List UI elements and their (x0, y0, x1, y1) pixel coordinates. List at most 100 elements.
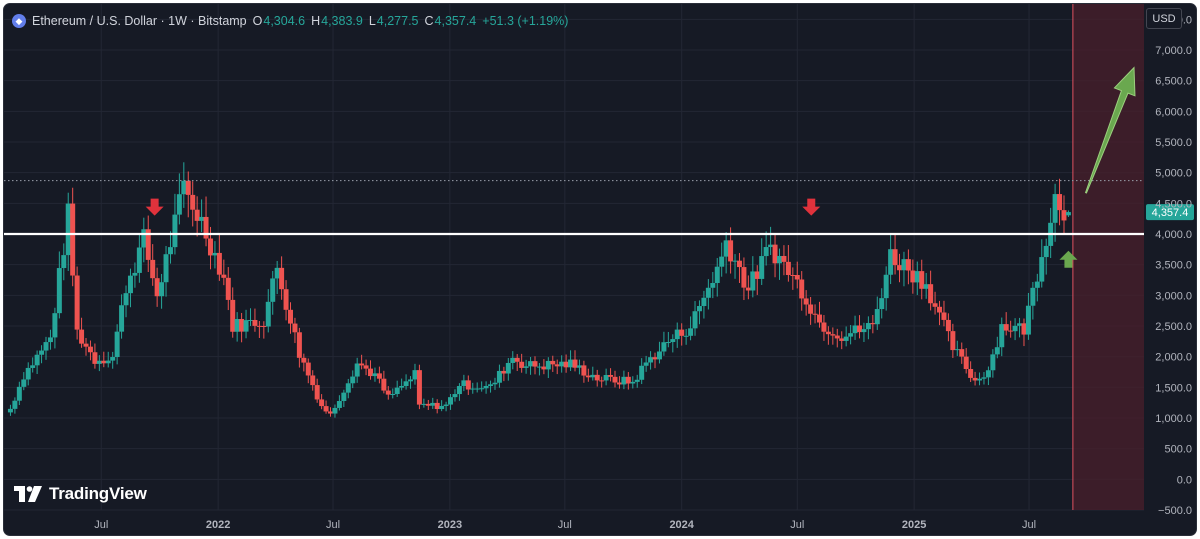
candle-body (345, 383, 351, 393)
candle-body (492, 382, 498, 385)
candle-body (834, 335, 840, 339)
last-price-tag (1146, 204, 1194, 221)
candle-body (408, 379, 414, 382)
candle-body (874, 309, 880, 325)
candle-body (728, 240, 734, 262)
candle-body (110, 357, 116, 361)
candle-body (1030, 287, 1036, 306)
y-tick-label: 7,000.0 (1155, 45, 1192, 57)
candle-body (92, 352, 98, 364)
candle-body (794, 274, 800, 280)
candle-body (1012, 325, 1018, 332)
candle-body (230, 299, 236, 332)
candle-body (590, 374, 596, 378)
candle-body (883, 274, 889, 299)
candle-body (750, 271, 756, 291)
candle-body (839, 338, 845, 341)
candle-body (554, 364, 560, 367)
y-tick-label: −500.0 (1158, 505, 1192, 517)
candle-body (12, 400, 18, 409)
tradingview-logo[interactable]: TradingView (14, 484, 147, 504)
candle-body (901, 259, 907, 271)
candle-body (639, 365, 645, 380)
candle-body (563, 361, 569, 368)
candle-body (452, 394, 458, 398)
candle-body (496, 370, 502, 383)
breakout-up-arrow (1059, 250, 1078, 268)
y-tick-label: 5,000.0 (1155, 168, 1192, 180)
candle-body (25, 367, 31, 380)
candle-body (572, 359, 578, 368)
candle-body (239, 319, 245, 332)
candle-body (292, 323, 298, 333)
x-tick-label: 2023 (438, 519, 462, 531)
candle-body (319, 399, 325, 407)
candle-body (648, 357, 654, 363)
candle-body (96, 360, 102, 364)
candle-body (888, 249, 894, 275)
levels: 4,357.4 (4, 180, 1194, 236)
candle-body (163, 254, 169, 283)
chart-canvas[interactable]: 4,357.4 7,500.07,000.06,500.06,000.05,50… (4, 4, 1196, 535)
candle-body (354, 363, 360, 377)
candle-body (701, 297, 707, 307)
candle-body (479, 388, 485, 390)
candle-body (265, 301, 271, 327)
candle-body (879, 298, 885, 310)
candle-body (1003, 324, 1009, 331)
candle-body (16, 386, 22, 401)
candle-body (127, 275, 133, 294)
candle-body (1057, 194, 1063, 211)
chart-window: 4,357.4 7,500.07,000.06,500.06,000.05,50… (3, 3, 1197, 536)
candle-body (959, 349, 965, 357)
currency-button[interactable]: USD (1146, 8, 1182, 29)
candle-body (7, 408, 13, 413)
candle-body (363, 365, 369, 369)
candle-body (585, 375, 591, 378)
candle-body (928, 284, 934, 304)
candle-body (199, 216, 205, 221)
candle-body (963, 356, 969, 370)
y-tick-label: 4,000.0 (1155, 229, 1192, 241)
x-tick-label: 2025 (902, 519, 926, 531)
candle-body (696, 306, 702, 312)
symbol-title[interactable]: Ethereum / U.S. Dollar · 1W · Bitstamp (32, 14, 247, 28)
candle-body (892, 249, 898, 266)
x-tick-label: Jul (790, 519, 804, 531)
candle-body (857, 325, 862, 333)
candle-body (172, 214, 178, 248)
candle-body (336, 401, 342, 408)
tradingview-icon (14, 486, 42, 502)
candle-body (594, 374, 600, 381)
candle-body (576, 365, 582, 368)
candle-body (56, 268, 62, 314)
candle-body (21, 379, 27, 387)
candle-body (359, 363, 365, 366)
high-value: 4,383.9 (321, 14, 363, 28)
candle-body (968, 369, 974, 378)
candle-body (167, 247, 173, 255)
y-tick-label: 5,500.0 (1155, 137, 1192, 149)
candle-body (221, 274, 227, 278)
candle-body (434, 402, 440, 410)
candle-body (937, 306, 943, 313)
candle-body (203, 216, 209, 239)
tradingview-logo-text: TradingView (49, 484, 147, 503)
y-tick-label: 1,000.0 (1155, 413, 1192, 425)
candle-body (416, 370, 422, 405)
candle-body (247, 319, 253, 321)
candle-body (283, 289, 289, 310)
x-tick-label: 2024 (669, 519, 694, 531)
candle-body (990, 354, 996, 371)
candle-body (430, 402, 436, 406)
candle-body (732, 260, 738, 262)
candle-body (488, 384, 494, 386)
candle-body (923, 284, 929, 289)
candle-body (412, 370, 418, 380)
candle-body (394, 387, 400, 394)
candle-body (745, 287, 751, 291)
candle-body (510, 357, 516, 363)
candle-body (865, 323, 871, 330)
candle-body (207, 238, 213, 256)
candle-body (816, 314, 822, 323)
